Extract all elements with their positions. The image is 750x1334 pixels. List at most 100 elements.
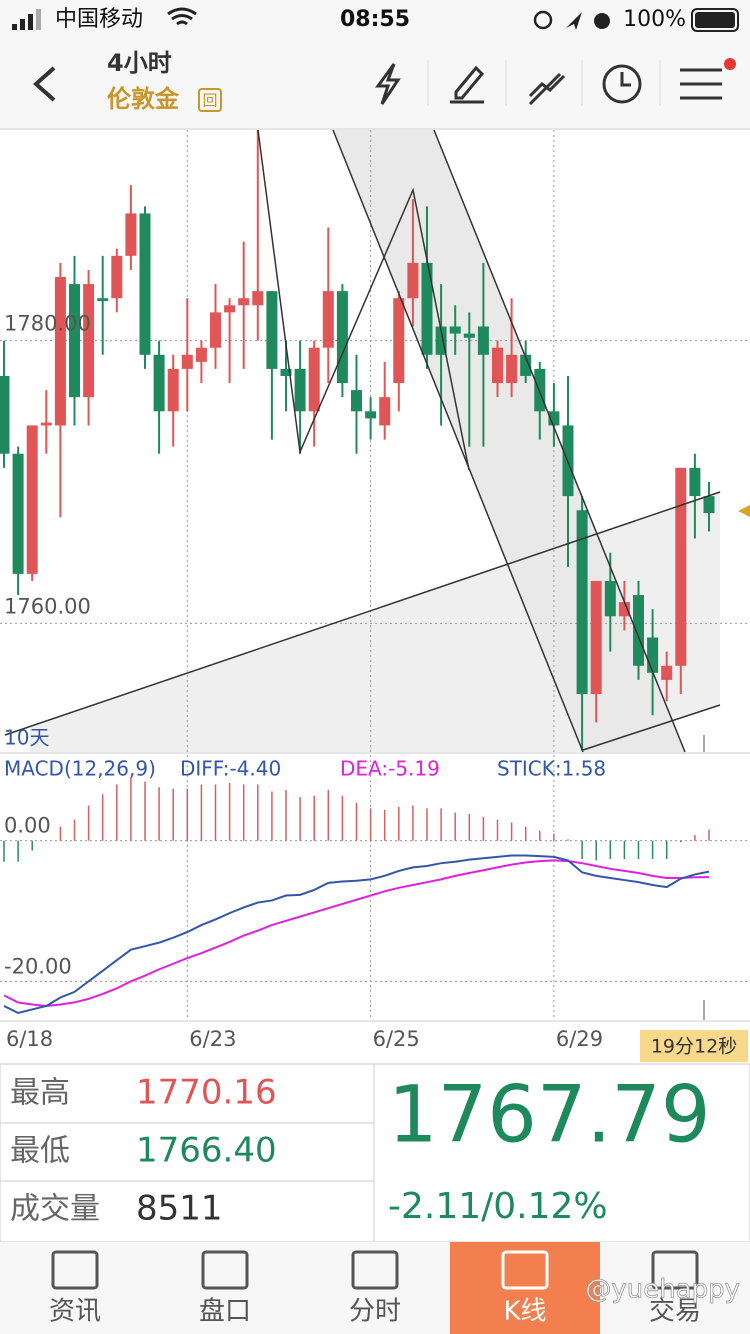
battery: [691, 8, 739, 32]
candle-body: [111, 255, 123, 299]
candle-body: [604, 580, 616, 617]
candle-body: [661, 665, 673, 680]
line-button[interactable]: [528, 72, 566, 106]
watermark: @yuehappy: [585, 1275, 740, 1305]
legend-entry: DEA:-5.19: [340, 757, 440, 781]
badge-box: [198, 88, 222, 112]
wifi-icon: [167, 7, 197, 26]
candle-body: [449, 326, 461, 334]
y-tick-label: -20.00: [4, 954, 72, 978]
battery-level: [695, 12, 735, 28]
draw-button[interactable]: [450, 65, 485, 104]
candle-body: [266, 291, 278, 369]
candle-body: [40, 422, 52, 426]
tab[interactable]: K线: [501, 1250, 549, 1327]
candle-body: [195, 347, 207, 362]
tab[interactable]: 盘口: [199, 1250, 251, 1327]
legend-entry: STICK:1.58: [497, 757, 606, 781]
quote-label: 最低: [10, 1134, 70, 1169]
tab-icon: [351, 1250, 399, 1290]
quote-rows: 最高 1770.16 最低 1766.40 成交量 8511: [0, 1073, 374, 1229]
candle-body: [69, 284, 80, 398]
candle-body: [0, 375, 10, 454]
quote-label: 成交量: [10, 1192, 100, 1227]
tab-label: 盘口: [199, 1297, 251, 1327]
channel-b: [30, 492, 720, 752]
quote-value: 1766.40: [136, 1131, 277, 1171]
candle-body: [421, 262, 433, 355]
candle-body: [365, 411, 377, 419]
candle-body: [210, 312, 221, 348]
period-title: 4小时: [107, 49, 172, 77]
countdown-box: [640, 1030, 748, 1062]
candle-body: [647, 637, 659, 673]
price-arrow: [738, 505, 750, 517]
candle-body: [97, 298, 109, 302]
y-tick-label: 1760.00: [4, 594, 91, 618]
notify-dot: [724, 58, 736, 70]
tab-label: K线: [503, 1297, 546, 1327]
badge: 回: [202, 92, 217, 110]
lock-icon: [533, 10, 553, 30]
macd-line: [3, 854, 710, 1015]
toolbar: [375, 60, 722, 106]
marks: [0, 130, 715, 1015]
macd-title: MACD(12,26,9): [4, 757, 156, 781]
quote-value: 8511: [136, 1189, 223, 1229]
trend-lines: [4, 129, 721, 753]
candle-body: [167, 368, 179, 412]
tab-label: 资讯: [49, 1297, 101, 1327]
flash-button[interactable]: [375, 63, 401, 105]
tab[interactable]: 分时: [349, 1250, 401, 1327]
candle-body: [12, 453, 24, 574]
battery-text: 100%: [623, 7, 686, 32]
candle-body: [224, 305, 236, 313]
candle-body: [308, 347, 320, 412]
candle-body: [576, 510, 588, 695]
quote-panel: [0, 1063, 750, 1243]
candle-body: [139, 213, 151, 355]
tab-label: 交易: [649, 1297, 701, 1327]
clock-button[interactable]: [602, 64, 642, 104]
tab[interactable]: 资讯: [49, 1250, 101, 1327]
clock: 08:55: [340, 7, 410, 32]
candle-body: [463, 333, 475, 338]
candle-body: [590, 580, 602, 695]
y-tick-label: 1780.00: [4, 312, 91, 336]
candle-body: [675, 467, 687, 666]
candle-body: [534, 368, 546, 412]
top-bar-bg: [0, 0, 750, 128]
candle-body: [407, 262, 419, 299]
y-tick-label: 0.00: [4, 814, 51, 838]
x-tick-label: 6/25: [373, 1027, 420, 1051]
tab-icon: [501, 1250, 549, 1290]
legend-entry: DIFF:-4.40: [180, 757, 281, 781]
tab-icon: [201, 1250, 249, 1290]
candle-body: [238, 298, 250, 306]
candle-body: [26, 425, 38, 574]
candle-body: [252, 291, 264, 306]
signal: [12, 9, 41, 30]
location-icon: [566, 12, 582, 30]
candle-body: [435, 326, 447, 355]
macd-line: [3, 859, 710, 1007]
candle-body: [633, 595, 644, 666]
candle-body: [477, 326, 489, 355]
candle-body: [336, 291, 348, 384]
candle-body: [379, 397, 391, 426]
quote-value: 1770.16: [136, 1073, 277, 1113]
back-button[interactable]: [32, 66, 56, 102]
tab[interactable]: 交易: [649, 1250, 701, 1327]
candle-body: [294, 368, 306, 412]
candle-body: [689, 467, 701, 497]
candle-body: [351, 390, 362, 412]
x-tick-label: 6/29: [556, 1027, 603, 1051]
last-price: 1767.79: [388, 1070, 711, 1160]
tab-icon: [51, 1250, 99, 1290]
menu-button[interactable]: [680, 68, 722, 100]
x-tick-label: 6/23: [189, 1027, 236, 1051]
candle-body: [280, 368, 292, 376]
quote-label: 最高: [10, 1076, 70, 1111]
candle-body: [520, 354, 532, 376]
